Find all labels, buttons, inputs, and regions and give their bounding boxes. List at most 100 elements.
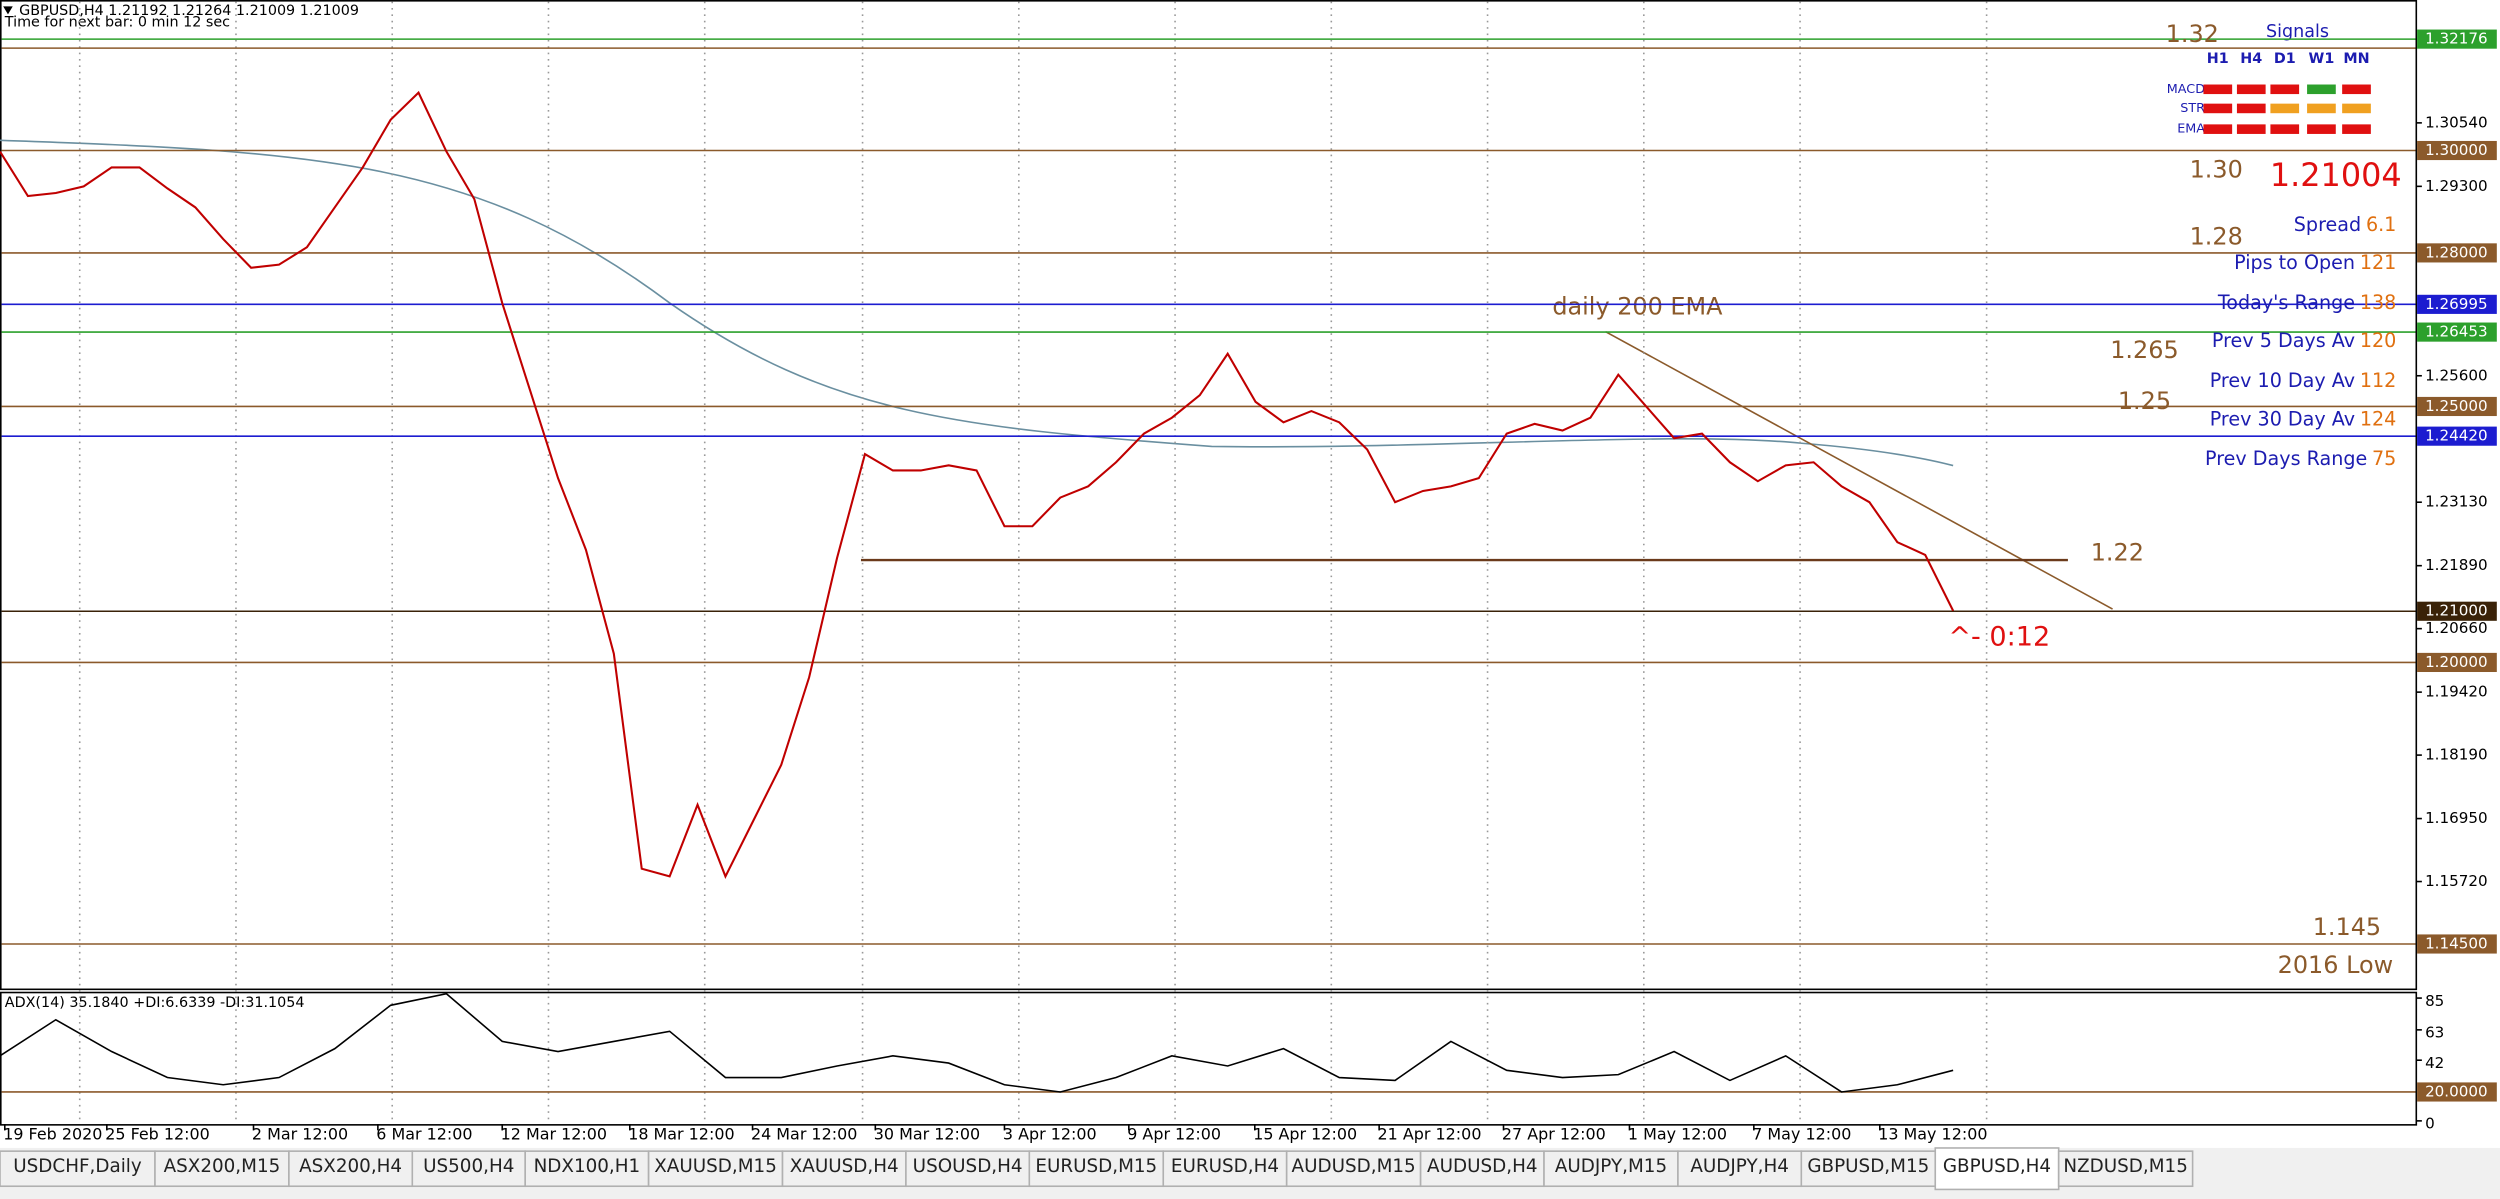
level-box — [2417, 322, 2497, 342]
tab[interactable] — [1800, 1150, 1937, 1188]
price-tick-label: 1.30540 — [2425, 113, 2488, 131]
info-label: Prev Days Range — [2205, 447, 2367, 470]
info-label: Prev 30 Day Av — [2210, 407, 2355, 430]
tab[interactable] — [781, 1150, 907, 1188]
tab-label[interactable]: XAUUSD,M15 — [654, 1156, 777, 1177]
time-tick-label: 25 Feb 12:00 — [105, 1125, 210, 1144]
signals-title: Signals — [2266, 22, 2329, 42]
tab-label[interactable]: USOUSD,H4 — [913, 1156, 1023, 1177]
signal-cell — [2342, 84, 2371, 95]
info-value: 112 — [2360, 369, 2397, 392]
level-annotation: 1.22 — [2091, 538, 2144, 566]
info-label: Prev 10 Day Av — [2210, 369, 2355, 392]
ema-line — [0, 139, 1954, 467]
price-tick-label: 1.23130 — [2425, 493, 2488, 511]
info-value: 6.1 — [2366, 212, 2396, 235]
indicator-tick-label: 85 — [2425, 992, 2444, 1010]
main-chart-frame — [0, 0, 2418, 991]
time-tick-label: 1 May 12:00 — [1628, 1125, 1727, 1144]
tab-label[interactable]: AUDUSD,H4 — [1427, 1156, 1538, 1177]
tab-label[interactable]: GBPUSD,H4 — [1943, 1156, 2051, 1177]
level-annotation: 1.25 — [2118, 387, 2171, 415]
tab-label[interactable]: USDCHF,Daily — [13, 1156, 142, 1177]
symbol-line: GBPUSD,H4 1.21192 1.21264 1.21009 1.2100… — [19, 3, 359, 19]
time-tick-label: 30 Mar 12:00 — [874, 1125, 980, 1144]
level-box — [2417, 426, 2497, 446]
signal-cell — [2203, 124, 2233, 134]
level-label: 1.24420 — [2425, 427, 2488, 445]
tab-label[interactable]: GBPUSD,M15 — [1807, 1156, 1929, 1177]
time-tick-label: 7 May 12:00 — [1752, 1125, 1851, 1144]
tab-label[interactable]: ASX200,M15 — [164, 1156, 281, 1177]
info-row: Prev 30 Day Av 124 — [2210, 407, 2397, 430]
signal-column: W1 — [2309, 51, 2335, 67]
price-tick-label: 1.21890 — [2425, 556, 2488, 574]
info-row: Spread 6.1 — [2294, 212, 2397, 235]
timer: Time for next bar: 0 min 12 sec — [4, 14, 230, 30]
signal-cell — [2270, 84, 2300, 95]
signal-column: D1 — [2274, 51, 2296, 67]
level-label: 1.26453 — [2425, 323, 2488, 341]
tab-label[interactable]: EURUSD,H4 — [1171, 1156, 1279, 1177]
tab-label[interactable]: ASX200,H4 — [299, 1156, 402, 1177]
price-tick-label: 1.20660 — [2425, 619, 2488, 637]
price-tick-label: 1.18190 — [2425, 746, 2488, 764]
level-box — [2417, 243, 2497, 263]
tab[interactable] — [524, 1150, 650, 1188]
level-annotation: 1.265 — [2110, 336, 2178, 364]
signal-column: MN — [2343, 51, 2369, 67]
tab-label[interactable]: AUDJPY,M15 — [1555, 1156, 1667, 1177]
tab[interactable] — [647, 1150, 784, 1188]
tab[interactable] — [0, 1150, 156, 1188]
info-row: Prev 10 Day Av 112 — [2210, 369, 2397, 392]
trend-line — [1605, 330, 2113, 610]
low-note: 2016 Low — [2278, 951, 2394, 979]
level-label: 1.30000 — [2425, 141, 2488, 159]
tab[interactable] — [1543, 1150, 1679, 1188]
signal-cell — [2203, 103, 2233, 114]
time-tick-label: 3 Apr 12:00 — [1003, 1125, 1097, 1144]
tab[interactable] — [1162, 1150, 1288, 1188]
indicator-label: ADX(14) 35.1840 +DI:6.6339 -DI:31.1054 — [5, 995, 305, 1011]
info-label: Spread — [2294, 212, 2361, 235]
tab-label[interactable]: NDX100,H1 — [534, 1156, 641, 1177]
info-label: Today's Range — [2217, 290, 2355, 313]
countdown: ^- 0:12 — [1948, 621, 2050, 652]
tab[interactable] — [1934, 1147, 2060, 1191]
level-label: 1.28000 — [2425, 243, 2488, 261]
info-value: 120 — [2360, 329, 2397, 352]
tab-label[interactable]: XAUUSD,H4 — [790, 1156, 899, 1177]
signal-cell — [2342, 103, 2371, 114]
signal-cell — [2307, 103, 2336, 114]
info-value: 121 — [2360, 251, 2397, 274]
tab-label[interactable]: AUDUSD,M15 — [1292, 1156, 1416, 1177]
price-tick-label: 1.25600 — [2425, 366, 2488, 384]
info-value: 138 — [2360, 290, 2397, 313]
signal-cell — [2307, 84, 2336, 95]
tab[interactable] — [905, 1150, 1031, 1188]
ema-note: daily 200 EMA — [1552, 293, 1723, 321]
time-tick-label: 24 Mar 12:00 — [751, 1125, 857, 1144]
info-row: Today's Range 138 — [2217, 290, 2397, 313]
tab[interactable] — [2057, 1150, 2194, 1188]
tab-label[interactable]: AUDJPY,H4 — [1690, 1156, 1789, 1177]
signal-cell — [2236, 103, 2266, 114]
level-label: 1.25000 — [2425, 397, 2488, 415]
tab-label[interactable]: EURUSD,M15 — [1035, 1156, 1157, 1177]
level-label: 1.21000 — [2425, 602, 2488, 620]
time-tick-label: 12 Mar 12:00 — [501, 1125, 607, 1144]
price-tick-label: 1.15720 — [2425, 872, 2488, 890]
time-tick-label: 18 Mar 12:00 — [628, 1125, 734, 1144]
price-tick-label: 1.29300 — [2425, 177, 2488, 195]
time-tick-label: 19 Feb 2020 — [3, 1125, 102, 1144]
time-tick-label: 2 Mar 12:00 — [252, 1125, 348, 1144]
signal-cell — [2236, 84, 2266, 95]
tab-label[interactable]: NZDUSD,M15 — [2063, 1156, 2188, 1177]
signal-cell — [2342, 124, 2371, 134]
signal-cell — [2307, 124, 2336, 134]
tab-label[interactable]: US500,H4 — [423, 1156, 514, 1177]
tab[interactable] — [411, 1150, 526, 1188]
tab[interactable] — [1028, 1150, 1165, 1188]
